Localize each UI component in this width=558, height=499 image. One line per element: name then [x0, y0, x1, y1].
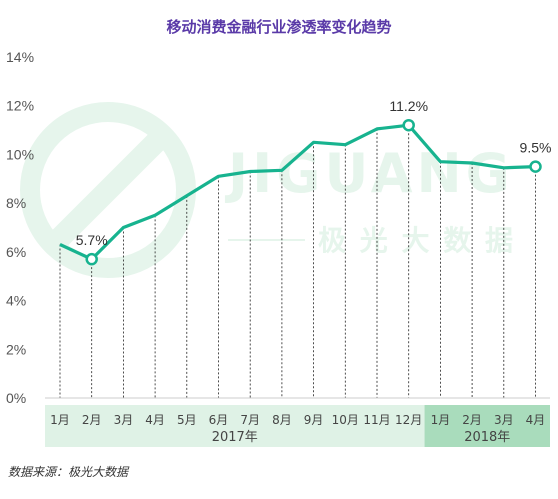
x-tick-label: 4月 — [526, 413, 546, 427]
x-tick-label: 1月 — [50, 413, 70, 427]
data-point-marker — [85, 252, 98, 266]
y-tick-label: 6% — [6, 244, 26, 260]
x-axis-category-bands: 2017年 2018年 — [45, 405, 550, 447]
watermark-logo — [20, 102, 196, 278]
y-tick-label: 12% — [6, 98, 34, 114]
series-line — [59, 123, 536, 261]
vertical-gridlines — [59, 125, 536, 398]
x-tick-label: 12月 — [395, 413, 422, 427]
source-note: 数据来源：极光大数据 — [8, 465, 130, 479]
x-tick-label: 9月 — [304, 413, 324, 427]
y-tick-label: 2% — [6, 341, 26, 357]
x-tick-label: 2月 — [82, 413, 102, 427]
x-tick-label: 10月 — [332, 413, 359, 427]
year-label: 2018年 — [464, 430, 510, 445]
x-tick-label: 11月 — [363, 413, 390, 427]
y-tick-label: 10% — [6, 146, 34, 162]
watermark: JIGUANG 极 光 大 数 据 — [20, 102, 515, 278]
y-tick-label: 4% — [6, 293, 26, 309]
year-label: 2017年 — [212, 430, 258, 445]
x-tick-label: 1月 — [431, 413, 451, 427]
x-tick-label: 5月 — [177, 413, 197, 427]
x-tick-label: 8月 — [272, 413, 292, 427]
data-label: 11.2% — [389, 98, 428, 114]
y-tick-label: 0% — [6, 390, 26, 406]
watermark-brand-text: JIGUANG — [224, 142, 514, 205]
year-band — [45, 405, 425, 447]
series-penetration-rate — [59, 118, 542, 266]
x-tick-label: 2月 — [462, 413, 482, 427]
x-tick-label: 3月 — [494, 413, 514, 427]
x-tick-label: 7月 — [240, 413, 260, 427]
data-label: 9.5% — [520, 140, 552, 156]
data-point-marker — [529, 160, 542, 173]
data-label: 5.7% — [76, 232, 108, 248]
x-tick-label: 3月 — [114, 413, 134, 427]
x-tick-label: 6月 — [209, 413, 229, 427]
data-labels: 5.7% 11.2% 9.5% — [76, 98, 552, 248]
data-point-marker — [402, 118, 415, 132]
y-tick-label: 8% — [6, 195, 26, 211]
chart-title: 移动消费金融行业渗透率变化趋势 — [166, 18, 391, 36]
watermark-chinese-text: 极 光 大 数 据 — [318, 224, 515, 257]
year-band — [424, 405, 550, 447]
x-axis: 1月 2月 3月 4月 5月 6月 7月 8月 9月 10月 11月 12月 1月 2月 3月 4月 — [50, 413, 545, 427]
y-axis: 0% 2% 4% 6% 8% 10% 12% 14% — [6, 49, 34, 406]
x-tick-label: 4月 — [145, 413, 165, 427]
y-tick-label: 14% — [6, 49, 34, 65]
